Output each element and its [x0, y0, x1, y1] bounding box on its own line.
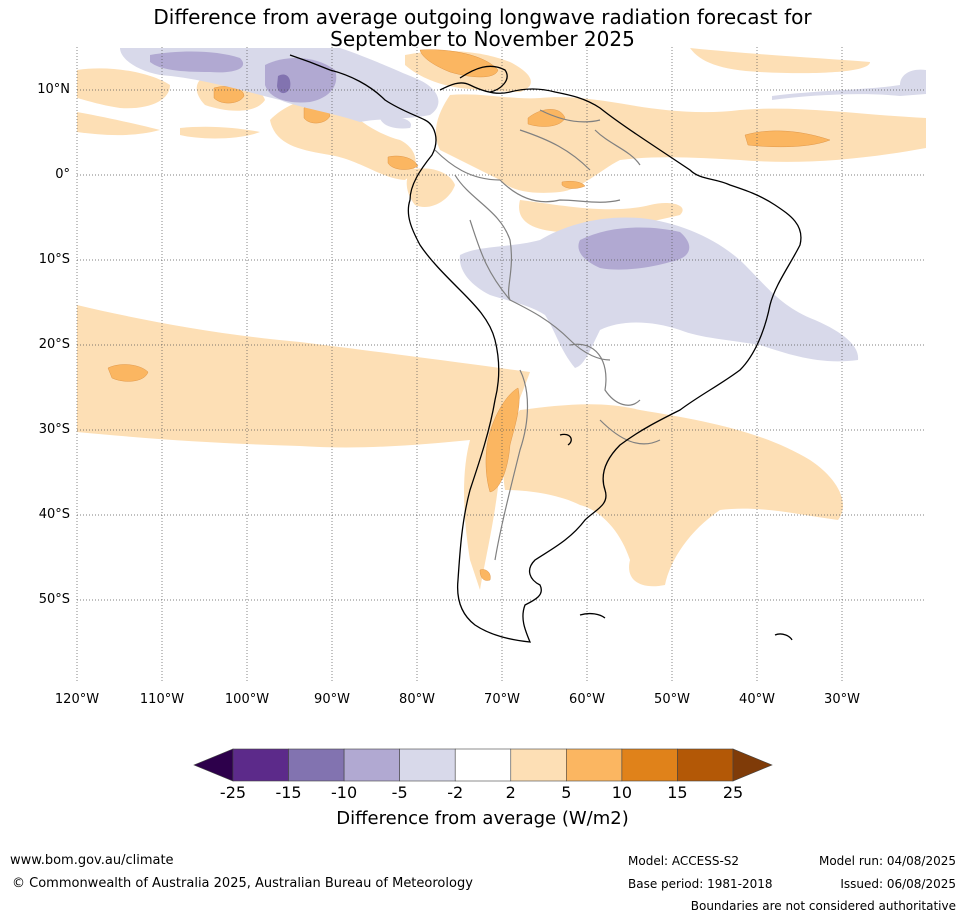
colorbar-tick-label: 10 — [611, 783, 633, 802]
lat-label-40s: 40°S — [38, 507, 70, 522]
colorbar-tick-label: 5 — [561, 783, 572, 802]
colorbar-swatch — [399, 748, 456, 782]
negative-anomaly-10-15 — [277, 74, 291, 94]
lon-label-30w: 30°W — [824, 692, 860, 707]
lon-label-70w: 70°W — [484, 692, 520, 707]
lon-label-40w: 40°W — [739, 692, 775, 707]
map-title-line-2: September to November 2025 — [330, 27, 635, 51]
footer-url: www.bom.gov.au/climate — [10, 853, 174, 868]
lat-label-20s: 20°S — [38, 337, 70, 352]
colorbar-arrow-high — [732, 748, 773, 782]
anomaly-fields — [77, 48, 926, 590]
colorbar-tick-label: -10 — [331, 783, 358, 802]
lat-label-0: 0° — [55, 167, 70, 182]
colorbar-swatch — [677, 748, 734, 782]
footer-copyright: © Commonwealth of Australia 2025, Austra… — [12, 876, 473, 891]
footer-model: Model: ACCESS-S2 — [628, 854, 740, 868]
colorbar-swatch — [510, 748, 567, 782]
positive-anomaly-5-10 — [107, 49, 831, 581]
colorbar-tick-label: 15 — [667, 783, 688, 802]
footer-issued: Issued: 06/08/2025 — [840, 877, 956, 891]
footer-disclaimer: Boundaries are not considered authoritat… — [690, 899, 956, 913]
colorbar-swatch — [621, 748, 678, 782]
lat-label-10s: 10°S — [38, 252, 70, 267]
lon-label-50w: 50°W — [654, 692, 690, 707]
colorbar-tick-label: 2 — [505, 783, 516, 802]
colorbar-tick-label: 25 — [722, 783, 744, 802]
footer-base-period: Base period: 1981-2018 — [628, 877, 773, 891]
map-title-line-1: Difference from average outgoing longwav… — [153, 5, 812, 29]
lon-label-120w: 120°W — [54, 692, 100, 707]
graticule — [76, 47, 926, 683]
colorbar-title: Difference from average (W/m2) — [336, 808, 629, 829]
colorbar-swatch — [343, 748, 400, 782]
footer-model-run: Model run: 04/08/2025 — [818, 854, 956, 868]
lon-label-110w: 110°W — [139, 692, 185, 707]
colorbar-tick-label: -25 — [219, 783, 247, 802]
lat-label-30s: 30°S — [38, 422, 70, 437]
lat-label-10n: 10°N — [37, 82, 70, 97]
country-borders — [434, 109, 661, 561]
lon-label-90w: 90°W — [314, 692, 350, 707]
colorbar-swatch — [288, 748, 345, 782]
colorbar-swatch — [566, 748, 623, 782]
colorbar-arrow-low — [193, 748, 234, 782]
lon-label-60w: 60°W — [569, 692, 605, 707]
colorbar-tick-label: -5 — [391, 783, 408, 802]
lat-label-50s: 50°S — [38, 592, 70, 607]
coastlines — [289, 54, 802, 643]
colorbar-tick-label: -2 — [447, 783, 464, 802]
colorbar-swatch — [232, 748, 289, 782]
colorbar-swatch — [454, 748, 512, 782]
lon-label-100w: 100°W — [224, 692, 270, 707]
lon-label-80w: 80°W — [399, 692, 435, 707]
colorbar-tick-label: -15 — [275, 783, 302, 802]
